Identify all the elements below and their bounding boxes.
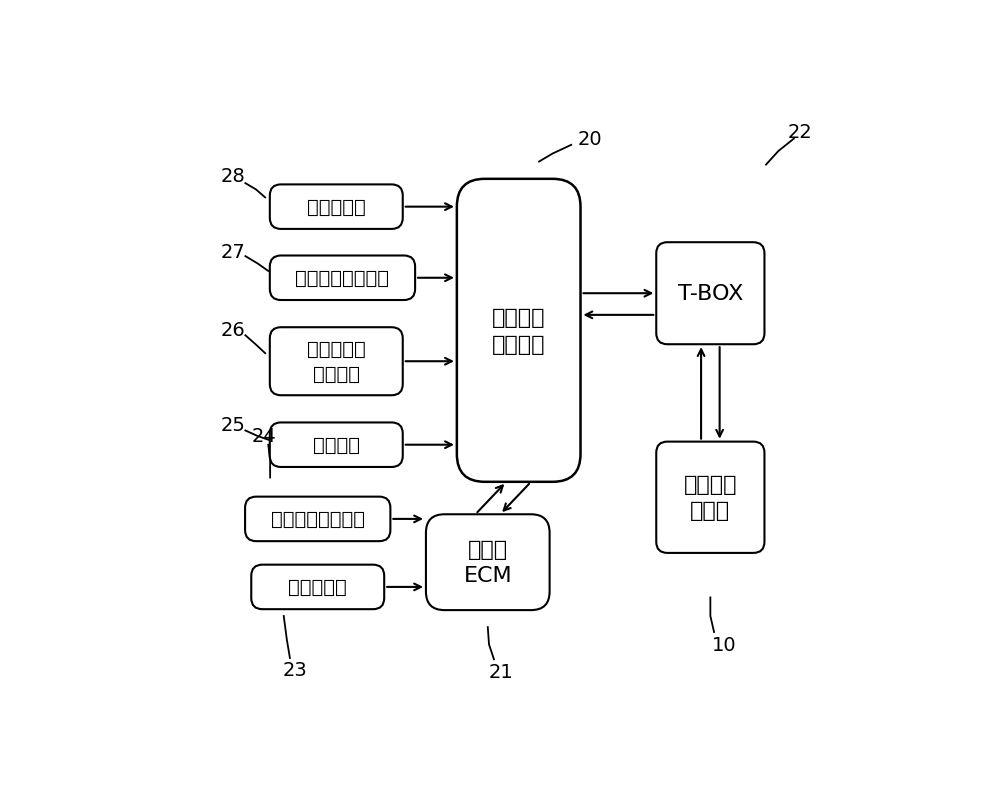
FancyBboxPatch shape [656, 243, 764, 345]
Text: 后处理器压
差传感器: 后处理器压 差传感器 [307, 340, 366, 383]
Text: 24: 24 [252, 427, 276, 445]
Text: 液压油温度传感器: 液压油温度传感器 [295, 269, 389, 288]
Text: 压力传感器: 压力传感器 [307, 198, 366, 217]
Text: 先导锁止: 先导锁止 [313, 435, 360, 455]
Text: 27: 27 [221, 242, 245, 261]
Text: 大数据分
析平台: 大数据分 析平台 [684, 475, 737, 520]
Text: 25: 25 [221, 415, 245, 434]
FancyBboxPatch shape [270, 256, 415, 301]
Text: 挖掘机整
机控制器: 挖掘机整 机控制器 [492, 308, 545, 354]
Text: T-BOX: T-BOX [678, 284, 743, 304]
Text: 22: 22 [788, 123, 812, 141]
Text: 发动机
ECM: 发动机 ECM [463, 539, 512, 585]
Text: 28: 28 [221, 167, 245, 186]
FancyBboxPatch shape [656, 442, 764, 553]
FancyBboxPatch shape [270, 423, 403, 468]
FancyBboxPatch shape [457, 180, 581, 482]
Text: 26: 26 [221, 320, 245, 339]
Text: 23: 23 [282, 660, 307, 678]
FancyBboxPatch shape [251, 565, 384, 610]
FancyBboxPatch shape [245, 497, 390, 541]
Text: 20: 20 [577, 130, 602, 149]
Text: 转速传感器: 转速传感器 [288, 577, 347, 597]
FancyBboxPatch shape [270, 328, 403, 395]
FancyBboxPatch shape [426, 515, 550, 610]
Text: 冷却液温度传感器: 冷却液温度传感器 [271, 510, 365, 529]
Text: 10: 10 [712, 635, 736, 654]
Text: 21: 21 [489, 662, 514, 681]
FancyBboxPatch shape [270, 185, 403, 229]
